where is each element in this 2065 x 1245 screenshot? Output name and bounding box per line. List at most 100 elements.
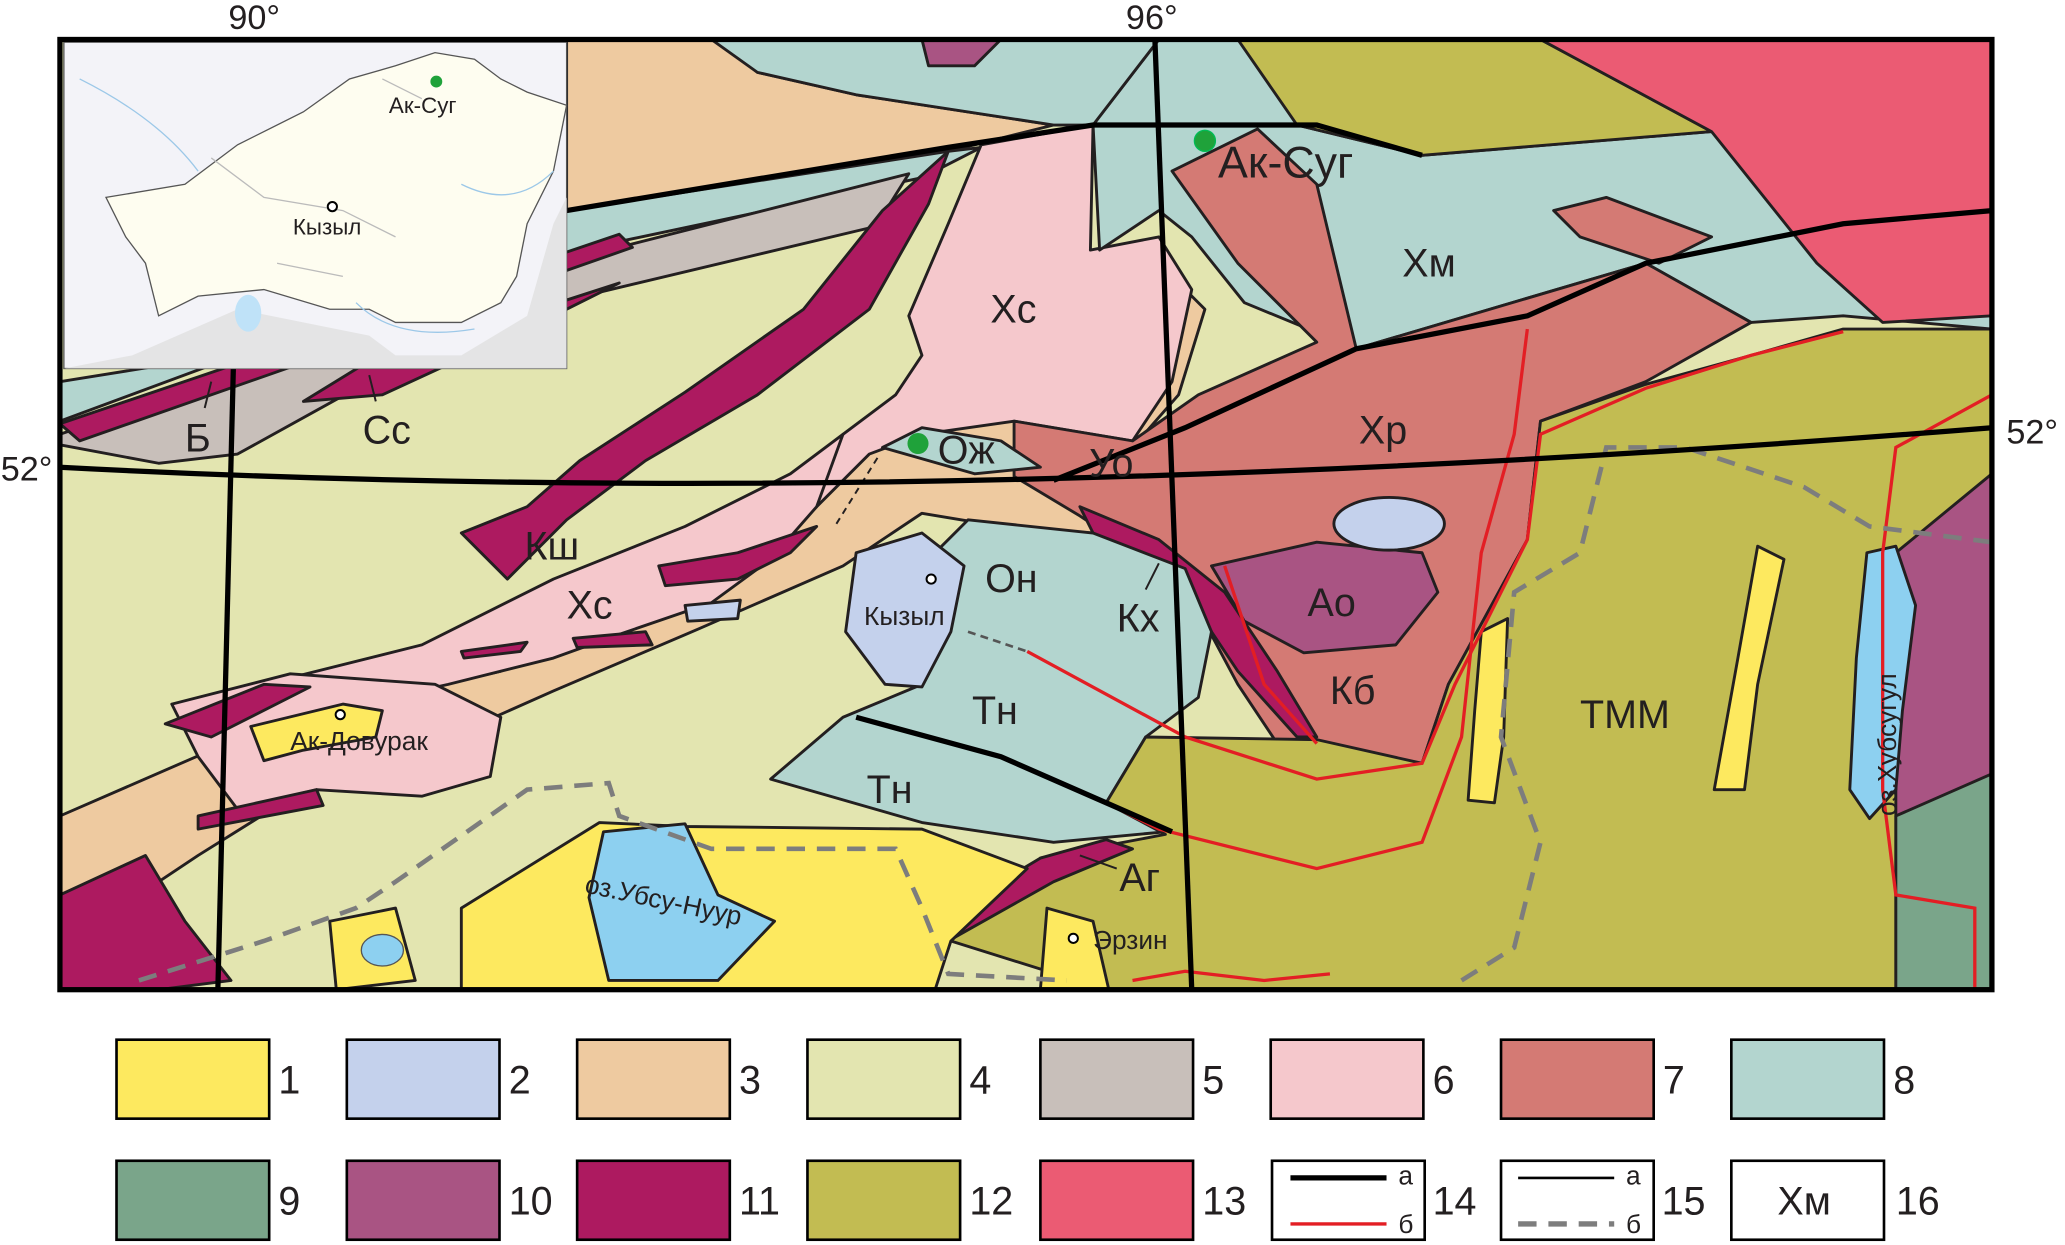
label-ao: Ао xyxy=(1308,581,1356,625)
inset-mongolia xyxy=(63,197,567,369)
legend-number-6: 6 xyxy=(1433,1059,1455,1103)
legend-item-1: 1 xyxy=(115,1038,300,1120)
label-ksh: Кш xyxy=(524,524,579,568)
ak-dovurak-point xyxy=(334,709,346,721)
unit-1-lens xyxy=(1712,544,1786,792)
legend-number-8: 8 xyxy=(1893,1059,1915,1103)
legend-number-5: 5 xyxy=(1202,1059,1224,1103)
red-boundary-line xyxy=(1132,969,1331,983)
label-b: Б xyxy=(185,416,211,460)
legend-number-13: 13 xyxy=(1202,1180,1246,1224)
legend-swatch-10 xyxy=(345,1159,501,1242)
lake-small xyxy=(360,933,405,967)
legend-14-num: 14 xyxy=(1433,1180,1477,1224)
legend-item-13: 13 xyxy=(1039,1159,1246,1242)
inset-tuva-region xyxy=(105,51,568,324)
inset-rivers xyxy=(79,78,554,333)
inset-district-lines xyxy=(210,78,423,278)
legend-number-9: 9 xyxy=(278,1180,300,1224)
label-ak-dovurak: Ак-Довурак xyxy=(290,726,428,756)
legend-number-7: 7 xyxy=(1663,1059,1685,1103)
dashed-boundary-line xyxy=(138,780,1067,983)
legend-item-9: 9 xyxy=(115,1159,300,1242)
legend-item-6: 6 xyxy=(1269,1038,1455,1120)
label-lat-52-left: 52° xyxy=(1,450,53,488)
label-lon-96: 96° xyxy=(1126,0,1178,37)
fault-line xyxy=(566,122,1423,214)
legend-item-8: 8 xyxy=(1730,1038,1915,1120)
legend-swatch-11 xyxy=(575,1159,732,1242)
legend-item-5: 5 xyxy=(1039,1038,1224,1120)
legend-item-3: 3 xyxy=(575,1038,761,1120)
legend-item-10: 10 xyxy=(345,1159,553,1242)
main-faults xyxy=(566,122,1992,835)
unit-2-kyzyl xyxy=(844,531,966,689)
dashed-fault xyxy=(967,630,1028,653)
inset-label-kyzyl: Кызыл xyxy=(293,214,361,239)
fault-line xyxy=(1052,207,1992,483)
legend-number-3: 3 xyxy=(739,1059,761,1103)
label-ag: Аг xyxy=(1119,856,1160,900)
legend-16-num: 16 xyxy=(1896,1180,1940,1224)
legend-number-10: 10 xyxy=(509,1180,553,1224)
leader-line xyxy=(368,374,377,402)
label-uo: Уо xyxy=(1089,441,1133,485)
fault-line xyxy=(855,714,1174,835)
legend-number-11: 11 xyxy=(739,1180,780,1224)
legend: 1 2 3 4 5 6 7 89 10 11 12 13 xyxy=(115,1038,1915,1242)
unit-11-sw xyxy=(59,853,233,990)
label-on: Он xyxy=(985,557,1038,601)
legend-15-num: 15 xyxy=(1662,1180,1706,1224)
unit-2-east xyxy=(1332,496,1446,552)
label-tn-1: Тн xyxy=(972,689,1018,733)
label-ss: Сс xyxy=(363,409,411,453)
legend-item-12: 12 xyxy=(806,1159,1013,1242)
label-khubsugul: оз.Хубсугул xyxy=(1872,673,1902,816)
red-boundary-line xyxy=(1223,565,1319,745)
dashed-fault xyxy=(835,453,881,525)
legend-item-7: 7 xyxy=(1499,1038,1685,1120)
unit-11-west xyxy=(163,682,312,739)
meridian-96 xyxy=(1152,39,1195,990)
unit-11-lens xyxy=(459,640,529,660)
legend-item-15: а б 15 xyxy=(1499,1159,1706,1242)
kyzyl-point xyxy=(925,573,937,585)
legend-number-12: 12 xyxy=(969,1180,1013,1224)
unit-1-lens xyxy=(1466,617,1510,805)
unit-11-ksh xyxy=(459,149,950,581)
legend-number-4: 4 xyxy=(969,1059,991,1103)
unit-1-ak-dovurak xyxy=(249,702,384,763)
ozh-point xyxy=(907,432,929,455)
legend-item-14: а б 14 xyxy=(1270,1159,1477,1242)
dashed-boundary-line xyxy=(1460,445,1992,983)
label-lat-52-right: 52° xyxy=(2006,414,2058,452)
legend-item-11: 11 xyxy=(575,1159,780,1242)
legend-item-2: 2 xyxy=(345,1038,531,1120)
label-khm: Хм xyxy=(1402,241,1455,285)
unit-11-lens xyxy=(571,630,654,649)
legend-swatch-9 xyxy=(115,1159,271,1242)
erzin-point xyxy=(1067,932,1079,944)
legend-swatch-3 xyxy=(575,1038,732,1120)
legend-swatch-5 xyxy=(1039,1038,1195,1120)
map-frame: Ак-Суг Хм Хс Хр Уо Ож Б Сс Кш Хс Он Кызы… xyxy=(59,39,1992,990)
legend-swatch-2 xyxy=(345,1038,501,1120)
legend-swatch-6 xyxy=(1269,1038,1425,1120)
unit-10-top xyxy=(920,39,1003,68)
lake-ubsu-nuur xyxy=(587,822,776,982)
legend-14-b: б xyxy=(1398,1209,1413,1239)
legend-swatch-4 xyxy=(806,1038,962,1120)
parallel-52 xyxy=(59,425,1992,486)
legend-swatch-7 xyxy=(1499,1038,1655,1120)
label-lon-90: 90° xyxy=(228,0,280,37)
unit-2-small xyxy=(683,598,742,623)
unit-10-ao xyxy=(1210,540,1440,655)
unit-13 xyxy=(1539,39,1992,324)
label-ozh: Ож xyxy=(938,428,996,472)
inset-locator-map: Ак-Суг Кызыл xyxy=(63,41,568,370)
ak-sug-point xyxy=(1193,129,1217,153)
unit-1-erzin xyxy=(1038,906,1111,990)
unit-11-west xyxy=(196,788,325,831)
label-tmm: ТММ xyxy=(1580,693,1670,737)
inset-kyzyl-point xyxy=(326,201,338,213)
